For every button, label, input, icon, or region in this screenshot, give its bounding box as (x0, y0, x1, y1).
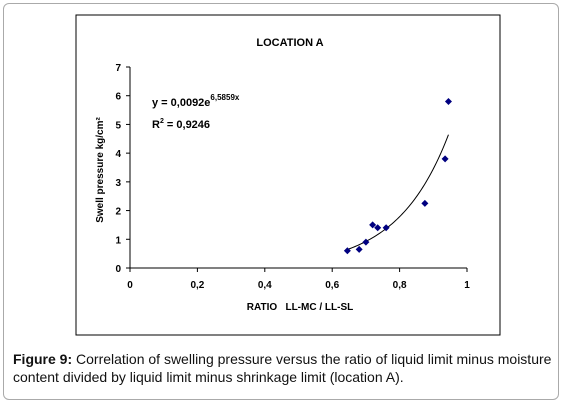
equation: y = 0,0092e6,5859x (152, 93, 240, 109)
y-tick-label: 1 (115, 235, 121, 246)
point (362, 238, 370, 246)
x-tick-label: 0,2 (190, 280, 204, 291)
y-tick-label: 6 (115, 92, 121, 103)
point (355, 245, 363, 253)
point (343, 247, 351, 255)
point (421, 199, 429, 207)
r-squared-value: = 0,9246 (164, 119, 210, 131)
point (382, 224, 390, 232)
figure-frame (3, 3, 559, 400)
y-axis-label: Swell pressure kg/cm² (95, 117, 106, 223)
r-squared-text: R (152, 119, 160, 131)
point (441, 155, 449, 163)
x-axis-label: RATIO LL-MC / LL-SL (247, 302, 353, 313)
caption: Figure 9: Correlation of swelling pressu… (13, 350, 553, 386)
chart-area (75, 14, 501, 336)
y-tick-label: 2 (115, 207, 121, 218)
y-tick-label: 5 (115, 120, 121, 131)
trendline (345, 134, 449, 251)
point (444, 97, 452, 105)
x-tick-label: 0 (127, 280, 133, 291)
equation-exponent: 6,5859x (210, 93, 239, 102)
equation-text: y = 0,0092e (152, 97, 210, 109)
y-tick-label: 7 (115, 63, 121, 74)
x-tick-label: 0,4 (258, 280, 272, 291)
x-tick-label: 1 (464, 280, 470, 291)
r-squared: R2 = 0,9246 (152, 118, 210, 131)
point (374, 224, 382, 232)
r-squared-exponent: 2 (160, 118, 164, 125)
caption-label: Figure 9: (13, 351, 73, 367)
y-tick-label: 0 (115, 264, 121, 275)
x-tick-label: 0,6 (325, 280, 339, 291)
point (369, 221, 377, 229)
y-tick-label: 3 (115, 178, 121, 189)
caption-text: Correlation of swelling pressure versus … (13, 351, 552, 385)
chart: LOCATION A RATIO LL-MC / LL-SL Swell pre… (75, 14, 501, 336)
x-tick-label: 0,8 (393, 280, 407, 291)
y-tick-label: 4 (115, 149, 121, 160)
chart-title: LOCATION A (256, 37, 323, 49)
